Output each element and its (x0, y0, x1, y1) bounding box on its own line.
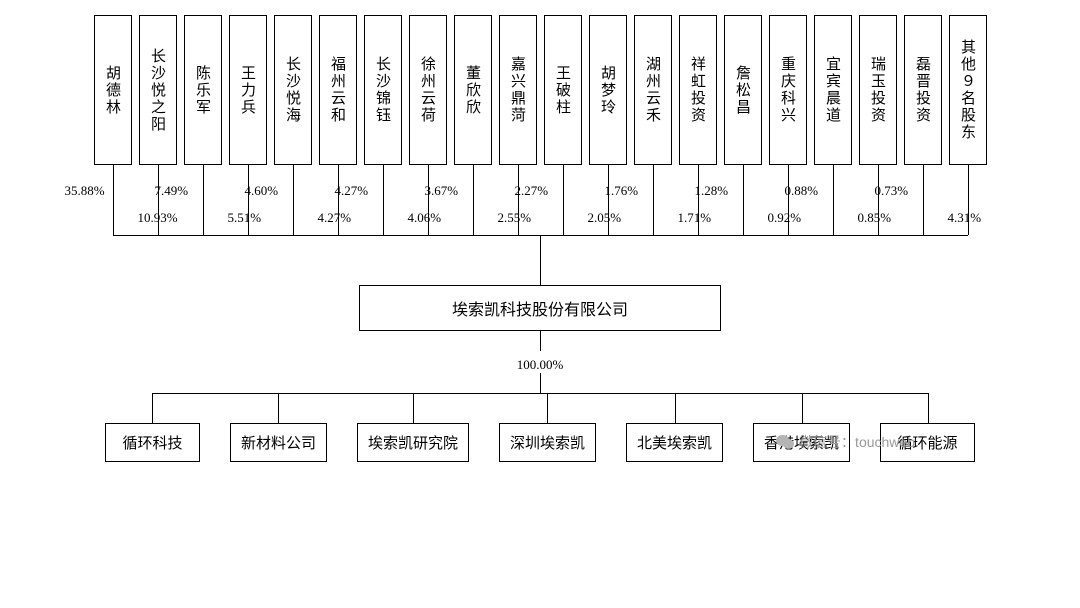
shareholder-percent: 1.76% (605, 183, 639, 199)
shareholder-box: 祥虹投资 (679, 15, 717, 165)
connector (540, 331, 541, 351)
shareholder-percent: 0.88% (785, 183, 819, 199)
shareholder-percent: 4.31% (948, 210, 982, 226)
shareholder-box: 其他９名股东 (949, 15, 987, 165)
ownership-diagram: 胡德林长沙悦之阳陈乐军王力兵长沙悦海福州云和长沙锦钰徐州云荷董欣欣嘉兴鼎菏王破柱… (15, 15, 1065, 462)
shareholder-box: 陈乐军 (184, 15, 222, 165)
shareholder-percent: 4.27% (318, 210, 352, 226)
subsidiary-box: 埃索凯研究院 (357, 423, 469, 462)
shareholder-box: 徐州云荷 (409, 15, 447, 165)
shareholder-box: 嘉兴鼎菏 (499, 15, 537, 165)
shareholder-percent: 2.27% (515, 183, 549, 199)
wechat-icon (775, 433, 795, 451)
shareholder-box: 长沙悦之阳 (139, 15, 177, 165)
shareholder-percent: 2.05% (588, 210, 622, 226)
subsidiary-connectors (15, 393, 1065, 423)
ownership-percent: 100.00% (517, 357, 564, 373)
shareholder-box: 福州云和 (319, 15, 357, 165)
shareholder-percent: 2.55% (498, 210, 532, 226)
shareholder-box: 董欣欣 (454, 15, 492, 165)
subsidiary-box: 新材料公司 (230, 423, 327, 462)
shareholder-box: 胡梦玲 (589, 15, 627, 165)
shareholder-box: 长沙锦钰 (364, 15, 402, 165)
shareholder-box: 王力兵 (229, 15, 267, 165)
shareholder-row: 胡德林长沙悦之阳陈乐军王力兵长沙悦海福州云和长沙锦钰徐州云荷董欣欣嘉兴鼎菏王破柱… (94, 15, 987, 165)
shareholder-percent: 5.51% (228, 210, 262, 226)
shareholder-box: 詹松昌 (724, 15, 762, 165)
shareholder-box: 湖州云禾 (634, 15, 672, 165)
shareholder-percent: 4.60% (245, 183, 279, 199)
shareholder-percent: 0.92% (768, 210, 802, 226)
shareholder-percent: 3.67% (425, 183, 459, 199)
shareholder-box: 胡德林 (94, 15, 132, 165)
shareholder-percent: 4.27% (335, 183, 369, 199)
shareholder-percent: 0.73% (875, 183, 909, 199)
shareholder-box: 王破柱 (544, 15, 582, 165)
shareholder-percent: 10.93% (138, 210, 178, 226)
shareholder-box: 磊晋投资 (904, 15, 942, 165)
shareholder-box: 长沙悦海 (274, 15, 312, 165)
shareholder-percent: 7.49% (155, 183, 189, 199)
shareholder-box: 宜宾晨道 (814, 15, 852, 165)
shareholder-box: 重庆科兴 (769, 15, 807, 165)
wechat-watermark: 微信号：touchweb (775, 432, 915, 452)
shareholder-percent: 35.88% (65, 183, 105, 199)
shareholder-percent: 1.28% (695, 183, 729, 199)
subsidiary-box: 北美埃索凯 (626, 423, 723, 462)
company-box: 埃索凯科技股份有限公司 (359, 285, 721, 331)
shareholder-percent: 1.71% (678, 210, 712, 226)
shareholder-percent: 4.06% (408, 210, 442, 226)
connector (540, 373, 541, 393)
subsidiary-box: 深圳埃索凯 (499, 423, 596, 462)
connector (540, 245, 541, 285)
shareholder-box: 瑞玉投资 (859, 15, 897, 165)
company-name: 埃索凯科技股份有限公司 (452, 302, 628, 319)
subsidiary-box: 循环科技 (105, 423, 200, 462)
percent-row: 35.88% 10.93% 7.49% 5.51% 4.60% 4.27% 4.27% 4.0… (15, 165, 1065, 245)
shareholder-percent: 0.85% (858, 210, 892, 226)
watermark-text: 微信号：touchweb (799, 432, 915, 452)
